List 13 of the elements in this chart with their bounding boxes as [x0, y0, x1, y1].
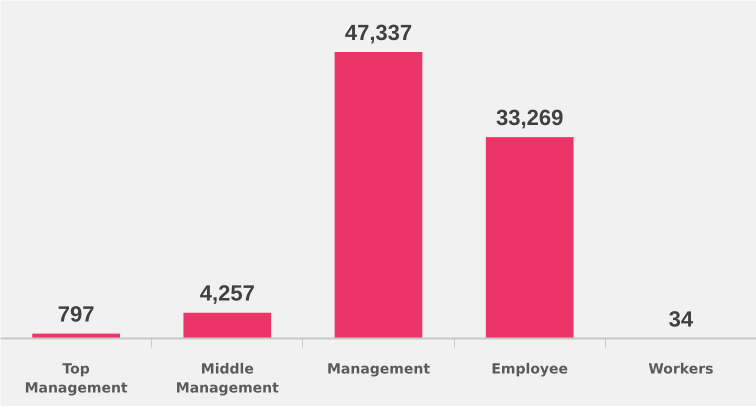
x-tick-label: Top Management	[24, 362, 128, 397]
bar	[334, 52, 422, 338]
data-label: 4,257	[200, 280, 255, 306]
bar	[486, 137, 574, 338]
data-label: 33,269	[496, 105, 564, 130]
x-tick-label: Employee	[491, 362, 568, 378]
x-tick-label: Middle Management	[176, 362, 280, 397]
data-label: 47,337	[344, 20, 412, 46]
x-tick-label: Management	[326, 362, 430, 378]
x-tick-label: Workers	[648, 362, 714, 378]
data-label: 34	[668, 306, 694, 332]
bar	[183, 312, 272, 338]
data-label: 797	[58, 302, 94, 327]
